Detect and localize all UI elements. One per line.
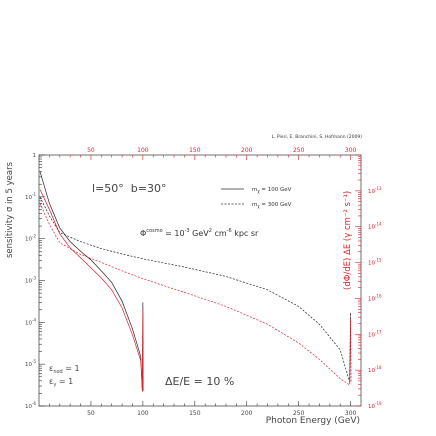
y-tick-label-right: 10-17	[368, 329, 382, 338]
series-line-4	[39, 203, 352, 386]
x-tick-label-bottom: 150	[189, 410, 201, 417]
y-tick-label-left-base: 1	[33, 153, 37, 159]
credit-label: L. Pieri, E. Branchini, S. Hofmann (2009…	[272, 134, 363, 140]
legend-label-1-sub: χ	[257, 189, 260, 194]
eff-nod-sub: nod	[53, 369, 62, 375]
y-tick-label-left-exp: -6	[32, 401, 36, 406]
y-tick-label-left: 10-2	[25, 234, 36, 243]
legend-label-1-base: m	[252, 187, 257, 193]
flux-units-sup2: -6	[227, 228, 232, 234]
eff-nod-val: = 1	[63, 364, 80, 373]
y-axis-label-right: (dΦ/dE) ΔE (γ cm⁻² s⁻¹)	[343, 191, 353, 290]
y-tick-label-left-base: 10	[25, 279, 32, 285]
legend-label-1: mχ = 100 GeV	[252, 187, 292, 194]
y-tick-label-left-exp: -2	[32, 234, 36, 239]
y-tick-label-right: 10-18	[368, 365, 382, 374]
y-tick-label-left: 10-4	[25, 317, 36, 326]
x-tick-labels-top: 50 100 150 200 250 300	[87, 147, 356, 154]
y-tick-label-right-exp: -15	[375, 258, 382, 263]
flux-mid: = 10	[163, 229, 185, 238]
flux-annotation: Φcosmo = 10-3 GeV2 cm-6 kpc sr	[140, 228, 259, 238]
y-tick-label-right-base: 10	[368, 404, 375, 410]
y-tick-label-right: 10-13	[368, 186, 382, 195]
eff-gamma-sub: γ	[53, 382, 56, 388]
flux-units-a: GeV	[190, 229, 210, 238]
y-tick-label-left-base: 10	[25, 195, 32, 201]
x-tick-label-top: 50	[87, 147, 95, 154]
y-tick-label-left-exp: -1	[32, 192, 36, 197]
y-tick-label-left-base: 10	[25, 404, 32, 410]
flux-sup: cosmo	[146, 228, 162, 234]
x-tick-label-bottom: 100	[137, 410, 149, 417]
y-tick-label-right: 10-14	[368, 222, 382, 231]
y-tick-label-left: 10-5	[25, 359, 36, 368]
x-tick-label-bottom: 200	[241, 410, 253, 417]
y-tick-label-left: 10-3	[25, 276, 36, 285]
legend-label-2: mχ = 300 GeV	[252, 202, 292, 209]
y-tick-label-right-base: 10	[368, 189, 375, 195]
eff-gamma-symbol: ε	[49, 377, 53, 386]
series-line-1	[39, 171, 144, 391]
eff-gamma-val: = 1	[56, 377, 73, 386]
x-tick-label-top: 300	[345, 147, 357, 154]
resolution-annotation: ΔE/E = 10 %	[165, 375, 234, 388]
y-tick-label-left: 10-6	[25, 401, 36, 410]
y-tick-label-right-base: 10	[368, 332, 375, 338]
y-tick-label-left: 10-1	[25, 192, 36, 201]
eff-nod-symbol: ε	[49, 364, 53, 373]
y-tick-labels-left: 10-610-510-410-310-210-11	[25, 153, 36, 410]
x-tick-label-top: 250	[293, 147, 305, 154]
legend-label-1-val: = 100 GeV	[260, 187, 292, 193]
x-axis-label: Photon Energy (GeV)	[266, 416, 360, 426]
x-tick-label-bottom: 50	[87, 410, 95, 417]
series-layer	[39, 171, 352, 392]
y-tick-label-left-exp: -4	[32, 317, 36, 322]
legend: mχ = 100 GeV mχ = 300 GeV	[221, 187, 292, 209]
y-tick-label-right-exp: -14	[375, 222, 382, 227]
x-tick-label-bottom: 300	[345, 410, 357, 417]
flux-units-sup1: 2	[209, 228, 212, 234]
legend-label-2-base: m	[252, 202, 257, 208]
eff-gamma-annotation: εγ = 1	[49, 377, 73, 388]
y-tick-label-right: 10-15	[368, 258, 382, 267]
series-line-2	[39, 189, 144, 392]
y-tick-label-right: 10-19	[368, 401, 382, 410]
flux-units-c: kpc sr	[232, 229, 259, 238]
flux-prefix: Φ	[140, 229, 146, 238]
y-tick-label-right-base: 10	[368, 261, 375, 267]
y-tick-label-left-base: 10	[25, 362, 32, 368]
y-tick-label-left-base: 10	[25, 237, 32, 243]
legend-label-2-sub: χ	[257, 204, 260, 209]
y-tick-label-left-exp: -5	[32, 359, 36, 364]
y-tick-label-right-exp: -19	[375, 401, 382, 406]
eff-nod-annotation: εnod = 1	[49, 364, 80, 375]
y-tick-label-right: 10-16	[368, 293, 382, 302]
y-tick-label-left: 1	[33, 153, 37, 159]
y-tick-label-right-exp: -18	[375, 365, 382, 370]
flux-units-b: cm	[212, 229, 227, 238]
y-axis-label-left: sensitivity σ in 5 years	[5, 161, 15, 258]
y-tick-label-right-base: 10	[368, 368, 375, 374]
x-tick-label-top: 150	[189, 147, 201, 154]
flux-exp: -3	[185, 228, 190, 234]
y-tick-label-right-exp: -16	[375, 293, 382, 298]
y-tick-label-right-base: 10	[368, 225, 375, 231]
x-tick-labels-bottom: 50 100 150 200 250 300	[87, 410, 356, 417]
y-tick-label-left-base: 10	[25, 320, 32, 326]
y-tick-label-right-base: 10	[368, 296, 375, 302]
legend-label-2-val: = 300 GeV	[260, 202, 292, 208]
y-tick-label-right-exp: -17	[375, 329, 382, 334]
x-tick-label-top: 100	[137, 147, 149, 154]
x-tick-label-top: 200	[241, 147, 253, 154]
x-tick-label-bottom: 250	[293, 410, 305, 417]
y-tick-label-right-exp: -13	[375, 186, 382, 191]
series-line-3	[39, 196, 352, 382]
plot-frame	[38, 154, 362, 407]
axis-ticks	[39, 154, 361, 407]
y-tick-label-left-exp: -3	[32, 276, 36, 281]
coords-annotation: l=50° b=30°	[92, 182, 166, 195]
